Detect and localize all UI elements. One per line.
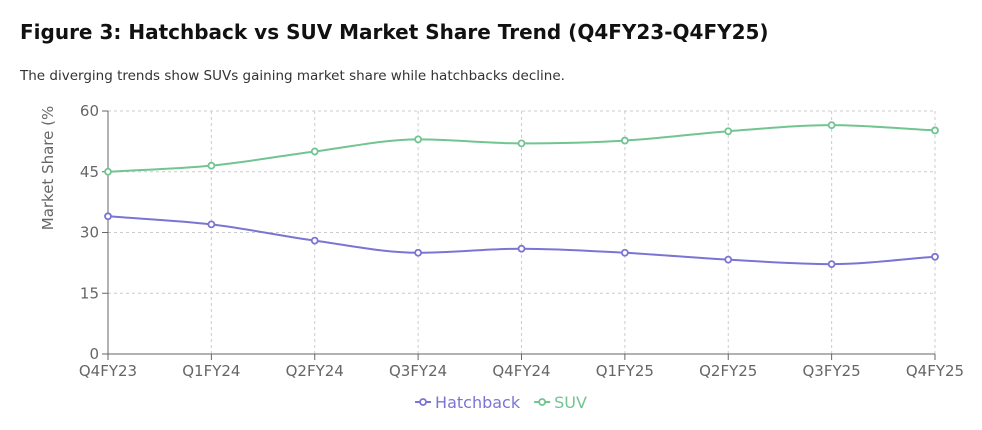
legend-marker-suv xyxy=(538,398,547,406)
data-point-suv[interactable] xyxy=(827,121,836,130)
y-tick-label: 30 xyxy=(80,224,99,242)
data-point-hatchback[interactable] xyxy=(827,260,836,268)
data-point-hatchback[interactable] xyxy=(724,255,733,264)
x-tick-label: Q1FY24 xyxy=(182,362,240,380)
y-axis-label-group: Market Share (% xyxy=(39,106,57,231)
series-group xyxy=(104,121,939,268)
x-tick-label: Q2FY25 xyxy=(699,362,757,380)
x-tick-label: Q2FY24 xyxy=(286,362,344,380)
legend-label-hatchback: Hatchback xyxy=(435,393,521,412)
y-tick-label: 60 xyxy=(80,102,99,120)
y-tick-label: 15 xyxy=(80,284,99,302)
data-point-hatchback[interactable] xyxy=(620,248,629,257)
legend-item-suv[interactable]: SUV xyxy=(534,393,587,412)
data-point-suv[interactable] xyxy=(620,136,629,145)
data-point-suv[interactable] xyxy=(310,147,319,156)
legend[interactable]: Hatchback SUV xyxy=(415,393,587,412)
data-point-suv[interactable] xyxy=(931,126,939,135)
y-axis-label: Market Share (% xyxy=(39,106,57,231)
data-point-hatchback[interactable] xyxy=(517,244,526,253)
series-hatchback xyxy=(104,212,939,268)
legend-label-suv: SUV xyxy=(554,393,587,412)
grid xyxy=(107,110,936,355)
figure-title: Figure 3: Hatchback vs SUV Market Share … xyxy=(20,20,769,44)
data-point-hatchback[interactable] xyxy=(207,220,216,229)
axes xyxy=(102,110,936,360)
legend-item-hatchback[interactable]: Hatchback xyxy=(415,393,521,412)
data-point-hatchback[interactable] xyxy=(310,236,319,245)
data-point-suv[interactable] xyxy=(724,127,733,136)
x-tick-label: Q1FY25 xyxy=(596,362,654,380)
data-point-hatchback[interactable] xyxy=(931,252,939,261)
data-point-suv[interactable] xyxy=(517,139,526,148)
figure-subtitle: The diverging trends show SUVs gaining m… xyxy=(20,68,565,84)
data-point-hatchback[interactable] xyxy=(104,212,112,221)
y-tick-label: 45 xyxy=(80,163,99,181)
x-tick-label: Q4FY23 xyxy=(79,362,137,380)
data-point-hatchback[interactable] xyxy=(414,248,423,257)
legend-marker-hatchback xyxy=(419,398,427,406)
data-point-suv[interactable] xyxy=(104,167,112,176)
x-tick-label: Q4FY25 xyxy=(906,362,964,380)
series-suv xyxy=(104,121,939,176)
x-tick-label: Q4FY24 xyxy=(492,362,550,380)
x-tick-label: Q3FY25 xyxy=(803,362,861,380)
data-point-suv[interactable] xyxy=(414,135,423,144)
tick-labels: 0 15 30 45 60 Q4FY23 Q1FY24 Q2FY24 Q3FY24 Q4FY24 Q… xyxy=(79,102,964,380)
x-tick-label: Q3FY24 xyxy=(389,362,447,380)
data-point-suv[interactable] xyxy=(207,161,216,170)
y-tick-label: 0 xyxy=(89,345,99,363)
